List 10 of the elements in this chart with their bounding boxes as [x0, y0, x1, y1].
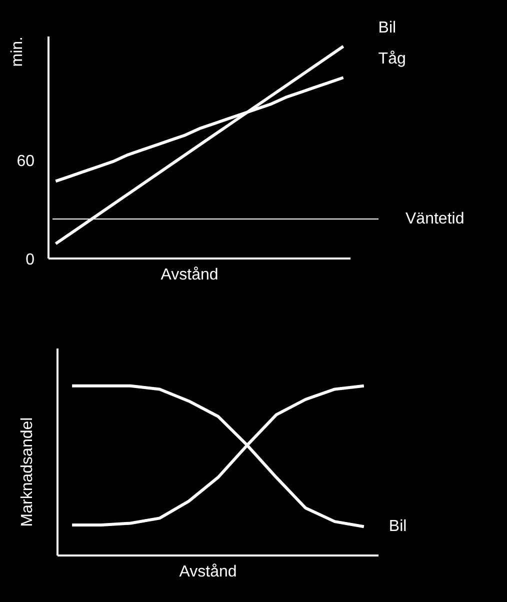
x-axis-title: Avstånd [179, 564, 237, 580]
ref-line-label: Väntetid [406, 210, 464, 228]
y-tick-label: 0 [26, 252, 35, 268]
text: Tåg [378, 50, 406, 68]
y-tick-label: 60 [16, 152, 35, 170]
y-axis-title: min. [9, 36, 26, 67]
x-axis-title: Avstånd [160, 266, 218, 284]
y-axis-title: Marknadsandel [19, 417, 36, 527]
text: Bil [378, 19, 396, 36]
series-label: Bil [388, 518, 407, 536]
